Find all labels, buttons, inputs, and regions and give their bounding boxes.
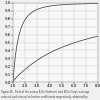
Text: Figure 26 - Plots of the curves K1(n) (bottom) and K2(n) (top), average external: Figure 26 - Plots of the curves K1(n) (b… [1,90,89,100]
